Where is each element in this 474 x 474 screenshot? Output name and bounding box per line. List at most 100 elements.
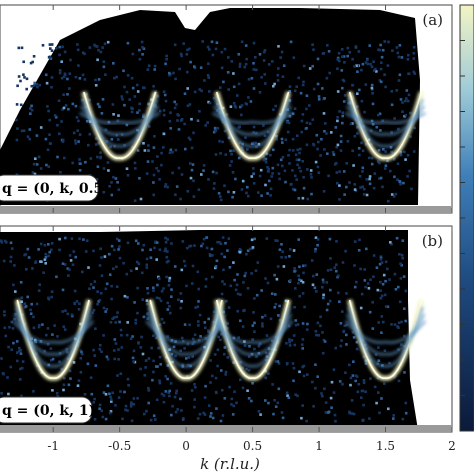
- speckle: [201, 242, 205, 246]
- speckle: [130, 106, 133, 110]
- speckle: [401, 101, 404, 104]
- speckle: [158, 381, 162, 385]
- speckle: [258, 174, 262, 178]
- speckle: [322, 338, 326, 342]
- speckle: [242, 281, 245, 284]
- speckle: [252, 87, 256, 90]
- speckle: [142, 113, 145, 117]
- speckle: [335, 145, 338, 149]
- speckle: [145, 409, 148, 413]
- speckle: [234, 177, 237, 181]
- speckle: [272, 412, 275, 416]
- speckle: [125, 272, 129, 276]
- speckle: [274, 104, 277, 108]
- speckle: [350, 412, 354, 415]
- speckle: [247, 397, 251, 400]
- speckle: [363, 110, 366, 114]
- speckle: [130, 76, 134, 80]
- speckle: [321, 286, 324, 289]
- speckle: [226, 71, 230, 74]
- speckle: [387, 40, 390, 44]
- speckle: [289, 183, 293, 186]
- speckle: [68, 268, 71, 271]
- speckle: [367, 156, 371, 160]
- speckle: [87, 266, 90, 269]
- speckle: [202, 164, 206, 167]
- speckle: [300, 119, 304, 123]
- speckle: [296, 134, 299, 137]
- speckle: [383, 40, 386, 43]
- speckle: [273, 273, 276, 277]
- speckle: [94, 364, 98, 367]
- speckle: [224, 373, 227, 376]
- speckle: [231, 171, 235, 174]
- speckle: [338, 110, 341, 113]
- speckle: [276, 163, 280, 167]
- speckle: [409, 135, 412, 138]
- speckle: [332, 368, 336, 371]
- speckle: [345, 333, 348, 337]
- speckle: [15, 118, 18, 122]
- speckle: [325, 308, 329, 312]
- speckle: [112, 316, 116, 319]
- speckle: [391, 49, 394, 52]
- speckle: [61, 45, 64, 49]
- speckle: [397, 285, 400, 289]
- speckle: [29, 312, 33, 315]
- speckle: [258, 53, 262, 56]
- speckle: [337, 274, 340, 278]
- speckle: [152, 181, 155, 184]
- speckle: [265, 334, 269, 337]
- speckle: [41, 323, 44, 326]
- speckle: [274, 293, 277, 296]
- speckle: [69, 259, 73, 262]
- speckle: [78, 133, 82, 136]
- speckle: [398, 180, 401, 183]
- speckle: [62, 106, 66, 110]
- speckle: [89, 120, 92, 123]
- speckle: [168, 389, 171, 393]
- speckle: [50, 295, 53, 299]
- speckle: [191, 282, 194, 285]
- speckle: [141, 352, 145, 356]
- speckle: [390, 242, 393, 246]
- speckle: [299, 147, 302, 151]
- speckle: [125, 167, 129, 170]
- speckle: [353, 188, 357, 191]
- speckle: [238, 62, 242, 66]
- speckle: [323, 148, 326, 151]
- speckle: [200, 173, 203, 176]
- speckle: [250, 77, 254, 80]
- speckle: [94, 78, 97, 82]
- speckle: [291, 112, 295, 115]
- panel-a: (a) q = (0, k, 0.5): [0, 4, 453, 214]
- speckle: [147, 149, 150, 152]
- speckle: [138, 48, 141, 52]
- speckle: [106, 384, 110, 388]
- speckle: [300, 343, 304, 346]
- speckle: [265, 237, 269, 240]
- speckle: [263, 134, 267, 137]
- speckle: [262, 155, 265, 159]
- speckle: [152, 146, 156, 149]
- speckle: [68, 369, 72, 373]
- speckle: [158, 323, 162, 326]
- speckle: [56, 155, 59, 159]
- speckle: [47, 109, 50, 113]
- speckle: [383, 73, 386, 76]
- speckle: [398, 44, 402, 47]
- speckle: [300, 416, 303, 420]
- speckle: [233, 390, 236, 393]
- speckle: [243, 274, 247, 278]
- speckle: [141, 248, 144, 252]
- speckle: [294, 323, 298, 327]
- speckle: [298, 166, 301, 170]
- speckle: [264, 160, 268, 164]
- speckle: [295, 178, 298, 181]
- speckle: [193, 405, 196, 409]
- speckle: [146, 312, 149, 315]
- speckle: [301, 338, 305, 341]
- speckle: [47, 165, 51, 168]
- speckle: [398, 253, 401, 256]
- speckle: [377, 321, 380, 324]
